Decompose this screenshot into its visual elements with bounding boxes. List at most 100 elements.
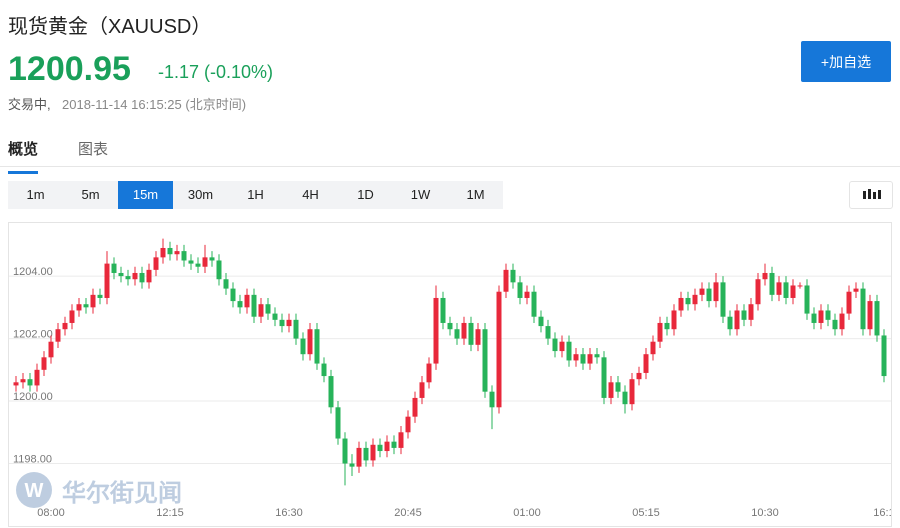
- interval-button[interactable]: 1m: [26, 187, 45, 202]
- tabs: 概览 图表: [8, 128, 108, 174]
- candle-body: [153, 257, 159, 270]
- y-tick-label: 1204.00: [13, 266, 53, 278]
- candle-body: [622, 391, 628, 405]
- candle-body: [566, 341, 572, 361]
- candle-body: [636, 372, 642, 380]
- svg-text:W: W: [25, 480, 44, 502]
- candle-body: [55, 329, 61, 342]
- candle-body: [265, 304, 271, 314]
- x-tick-label: 16:30: [275, 507, 303, 519]
- add-watchlist-button[interactable]: +加自选: [801, 41, 891, 82]
- candle-body: [874, 301, 880, 336]
- candle-body: [692, 294, 698, 305]
- y-tick-label: 1200.00: [13, 391, 53, 403]
- candle-body: [867, 301, 873, 330]
- tab[interactable]: 图表: [78, 141, 109, 158]
- chart-type-button[interactable]: [849, 181, 893, 209]
- candle-body: [587, 354, 593, 364]
- candle-body: [804, 285, 810, 314]
- candle-body: [748, 304, 754, 320]
- candle-body: [104, 263, 110, 298]
- candle-body: [678, 297, 684, 311]
- candle-body: [279, 319, 285, 327]
- interval-button[interactable]: 1D: [357, 187, 374, 202]
- candle-body: [62, 322, 68, 330]
- candle-body: [706, 288, 712, 302]
- candle-body: [629, 379, 635, 405]
- candle-body: [34, 369, 40, 386]
- candle-body: [146, 269, 152, 283]
- candle-body: [559, 341, 565, 352]
- candle-body: [377, 444, 383, 452]
- candle-body: [671, 310, 677, 330]
- candle-body: [846, 291, 852, 314]
- candle-body: [20, 379, 26, 383]
- candle-body: [398, 432, 404, 448]
- candle-body: [839, 313, 845, 330]
- candle-body: [615, 382, 621, 392]
- candle-body: [685, 297, 691, 305]
- interval-button[interactable]: 1H: [247, 187, 264, 202]
- candle-body: [447, 322, 453, 330]
- candle-body: [167, 247, 173, 255]
- candle-body: [608, 382, 614, 398]
- timestamp: 2018-11-14 16:15:25 (北京时间): [62, 97, 247, 112]
- candle-body: [370, 444, 376, 461]
- candle-body: [517, 282, 523, 298]
- candle-body: [307, 329, 313, 355]
- tab[interactable]: 概览: [8, 128, 39, 174]
- watermark: W 华尔街见闻: [14, 470, 182, 510]
- candle-body: [230, 288, 236, 302]
- candle-body: [349, 463, 355, 467]
- candle-body: [580, 354, 586, 364]
- candle-body: [419, 382, 425, 398]
- candle-body: [209, 257, 215, 261]
- candle-body: [482, 329, 488, 392]
- x-tick-label: 08:00: [37, 507, 65, 519]
- candle-body: [657, 322, 663, 342]
- candle-body: [573, 354, 579, 361]
- candle-body: [475, 329, 481, 345]
- candle-body: [48, 341, 54, 358]
- candle-body: [860, 288, 866, 330]
- interval-button[interactable]: 15m: [118, 181, 173, 209]
- x-tick-label: 12:15: [156, 507, 184, 519]
- candle-body: [286, 319, 292, 327]
- candle-body: [594, 354, 600, 358]
- interval-button[interactable]: 1M: [466, 187, 485, 202]
- candle-body: [412, 397, 418, 417]
- candle-body: [713, 282, 719, 302]
- candle-body: [174, 251, 180, 255]
- candle-body: [321, 363, 327, 377]
- candle-body: [76, 304, 82, 311]
- candle-body: [818, 310, 824, 323]
- divider: [0, 166, 900, 167]
- candle-body: [90, 294, 96, 308]
- candle-body: [335, 407, 341, 439]
- candle-body: [531, 291, 537, 317]
- candle-body: [125, 276, 131, 280]
- interval-button[interactable]: 1W: [410, 187, 431, 202]
- candle-body: [797, 285, 803, 287]
- candle-body: [776, 282, 782, 295]
- interval-button[interactable]: 5m: [81, 187, 100, 202]
- candle-body: [769, 272, 775, 295]
- candle-body: [356, 447, 362, 467]
- interval-button[interactable]: 30m: [187, 187, 214, 202]
- candle-body: [461, 322, 467, 339]
- candle-body: [524, 291, 530, 298]
- candle-body: [664, 322, 670, 330]
- candle-body: [251, 294, 257, 317]
- candle-body: [237, 301, 243, 308]
- candle-body: [342, 438, 348, 464]
- candle-body: [552, 338, 558, 352]
- candle-body: [790, 285, 796, 298]
- candle-body: [314, 329, 320, 364]
- candle-body: [328, 376, 334, 408]
- candle-body: [720, 282, 726, 317]
- interval-button[interactable]: 4H: [302, 187, 319, 202]
- candle-body: [363, 447, 369, 461]
- candle-body: [741, 310, 747, 320]
- candle-body: [69, 310, 75, 323]
- candle-body: [783, 282, 789, 298]
